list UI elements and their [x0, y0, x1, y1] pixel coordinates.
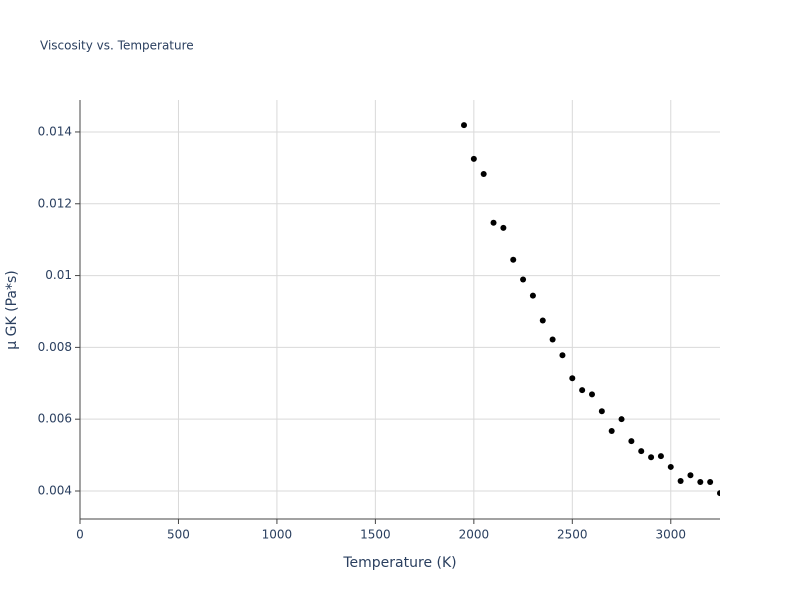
y-tick-label: 0.006: [38, 412, 72, 426]
point: [480, 170, 487, 177]
point: [490, 219, 497, 226]
point: [677, 477, 684, 484]
point: [667, 463, 674, 470]
point: [579, 387, 586, 394]
point: [717, 490, 720, 497]
chart-title: Viscosity vs. Temperature: [40, 39, 194, 53]
point: [529, 292, 536, 299]
y-tick-label: 0.01: [45, 268, 72, 282]
point: [569, 375, 576, 382]
y-tick-label: 0.012: [38, 196, 72, 210]
grid: [79, 100, 720, 519]
y-tick-label: 0.004: [38, 483, 72, 497]
x-tick-label: 3000: [655, 528, 686, 542]
x-tick-label: 2000: [459, 528, 490, 542]
x-tick-label: 2500: [557, 528, 588, 542]
y-axis-title: μ GK (Pa*s): [4, 270, 20, 349]
point: [638, 448, 645, 455]
point: [598, 408, 605, 415]
x-tick-label: 500: [167, 528, 190, 542]
points: [461, 122, 720, 497]
point: [628, 438, 635, 445]
x-tick-label: 1500: [360, 528, 391, 542]
x-axis-title: Temperature (K): [342, 555, 456, 571]
point: [608, 428, 615, 435]
point: [618, 416, 625, 423]
axes: 0 500 1000 1500 2000 2500 3000 0.004 0.006 0.008 0…: [38, 100, 720, 542]
point: [520, 276, 527, 283]
point: [510, 256, 517, 263]
point: [589, 391, 595, 398]
point: [470, 155, 477, 162]
point: [559, 352, 566, 359]
x-tick-label: 1000: [262, 528, 293, 542]
point: [500, 224, 507, 231]
x-tick-label: 0: [76, 528, 84, 542]
point: [648, 454, 655, 461]
point: [707, 479, 714, 486]
point: [697, 479, 704, 486]
y-tick-label: 0.008: [38, 340, 72, 354]
point: [657, 453, 664, 460]
y-tick-label: 0.014: [38, 124, 72, 138]
point: [687, 472, 694, 479]
point: [549, 336, 556, 343]
point: [539, 317, 546, 324]
point: [461, 122, 467, 129]
